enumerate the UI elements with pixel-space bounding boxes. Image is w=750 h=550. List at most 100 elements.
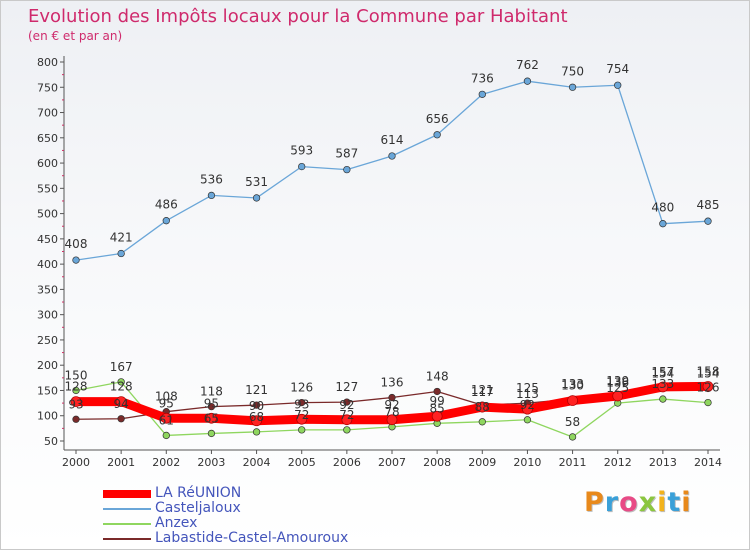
data-label: 136 [381, 376, 404, 390]
data-label: 93 [68, 397, 83, 411]
data-label: 614 [381, 133, 404, 147]
data-point [117, 415, 125, 423]
data-label: 536 [200, 172, 223, 186]
legend-swatch-la-reunion [103, 490, 151, 498]
data-label: 72 [294, 408, 309, 422]
data-label: 128 [65, 380, 88, 394]
data-point [478, 90, 486, 98]
data-label: 95 [159, 396, 174, 410]
data-point [476, 401, 488, 413]
legend-label: Casteljaloux [155, 500, 241, 516]
logo-letter: r [604, 487, 620, 518]
data-label: 531 [245, 175, 268, 189]
proxiti-logo: Proxiti [584, 487, 692, 518]
series-line-1 [75, 80, 709, 261]
legend-item-la-reunion: LA RéUNION [103, 485, 403, 501]
data-point [298, 162, 306, 171]
data-point [252, 428, 261, 436]
data-label: 94 [114, 397, 129, 411]
data-label: 92 [384, 398, 399, 412]
data-label: 121 [245, 383, 268, 397]
data-point [657, 381, 669, 393]
data-label: 136 [606, 376, 629, 390]
data-point [388, 152, 396, 160]
data-point [523, 77, 532, 85]
data-label: 113 [516, 387, 539, 401]
data-label: 65 [204, 411, 219, 425]
data-label: 72 [339, 408, 354, 422]
data-point [117, 378, 125, 386]
data-point [388, 393, 396, 402]
legend-swatch-labastide [103, 538, 151, 540]
data-point [251, 415, 262, 427]
data-label: 486 [155, 198, 178, 212]
data-label: 68 [249, 410, 264, 424]
data-point [70, 396, 82, 407]
data-label: 118 [200, 385, 223, 399]
data-point [207, 429, 216, 438]
data-point [433, 131, 441, 139]
data-label: 61 [159, 413, 174, 427]
data-label: 108 [155, 390, 178, 404]
logo-letter: x [638, 487, 658, 518]
data-label: 92 [339, 398, 354, 412]
y-tick-label: 50 [44, 435, 58, 448]
data-label: 480 [651, 201, 674, 215]
data-label: 95 [204, 396, 219, 410]
legend-label: Labastide-Castel-Amouroux [155, 530, 349, 546]
data-point [431, 410, 443, 422]
y-tick-label: 750 [37, 81, 58, 94]
logo-letter: i [657, 487, 668, 518]
data-point [341, 414, 353, 426]
y-tick-label: 600 [37, 157, 58, 170]
data-point [343, 426, 351, 434]
legend-swatch-anzex [103, 523, 151, 525]
logo-letter: P [584, 487, 605, 518]
logo-letter: t [667, 487, 682, 518]
data-label: 148 [426, 369, 449, 383]
data-label: 125 [516, 381, 539, 395]
y-tick-label: 350 [37, 283, 58, 296]
data-point [343, 398, 351, 406]
x-tick-label: 2001 [107, 456, 135, 469]
data-point [72, 386, 80, 395]
data-point [568, 433, 577, 441]
data-point [567, 395, 578, 406]
y-tick-label: 150 [37, 384, 58, 397]
x-tick-label: 2009 [468, 456, 496, 469]
chart-title: Evolution des Impôts locaux pour la Comm… [28, 6, 568, 27]
data-point [207, 191, 216, 200]
data-label: 158 [697, 364, 720, 378]
legend-item-labastide: Labastide-Castel-Amouroux [103, 530, 403, 546]
legend-swatch-casteljaloux [103, 508, 151, 510]
data-point [612, 390, 624, 402]
data-label: 150 [65, 368, 88, 382]
data-point [207, 402, 216, 411]
data-label: 58 [565, 415, 580, 429]
x-tick-label: 2014 [694, 456, 722, 469]
data-label: 133 [651, 377, 674, 391]
data-label: 750 [561, 64, 584, 78]
data-label: 656 [426, 112, 449, 126]
data-point [162, 431, 170, 440]
data-point [206, 412, 217, 424]
x-tick-label: 2011 [559, 456, 587, 469]
y-tick-label: 250 [37, 334, 58, 347]
data-label: 126 [697, 381, 720, 395]
data-label: 157 [651, 365, 674, 379]
y-tick-label: 800 [37, 56, 58, 69]
data-point [115, 396, 127, 407]
data-label: 593 [290, 144, 313, 158]
data-point [386, 414, 398, 426]
data-label: 408 [65, 237, 88, 251]
data-label: 92 [520, 398, 535, 412]
data-point [659, 395, 667, 403]
data-point [343, 165, 351, 174]
y-tick-label: 100 [37, 410, 58, 423]
legend-label: Anzex [155, 515, 198, 531]
y-tick-label: 450 [37, 233, 58, 246]
data-point [523, 416, 532, 424]
x-tick-label: 2008 [423, 456, 451, 469]
data-label: 130 [561, 379, 584, 393]
